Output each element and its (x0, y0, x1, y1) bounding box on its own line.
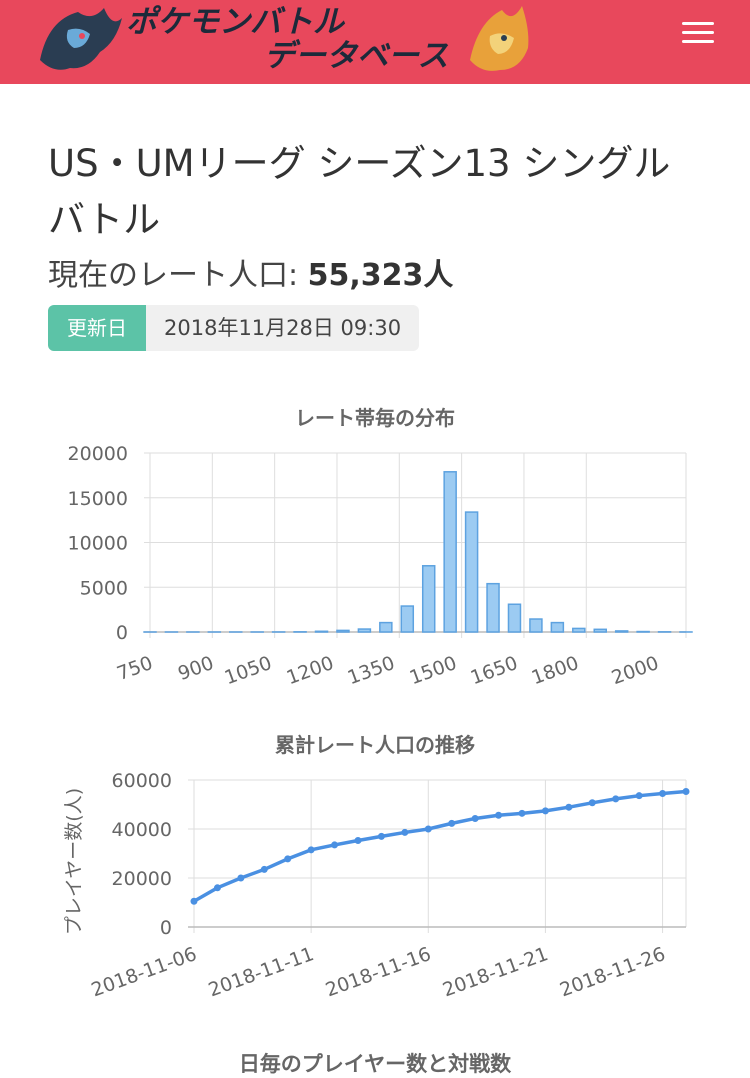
site-logo[interactable]: ポケモンバトル データベース (30, 0, 550, 84)
x-tick-label: 2018-11-16 (323, 943, 434, 1001)
data-point (331, 841, 338, 848)
chart2-title: 累計レート人口の推移 (275, 733, 475, 757)
data-point (542, 807, 549, 814)
y-tick-label: 20000 (112, 868, 172, 890)
x-tick-label: 2018-11-06 (88, 943, 199, 1001)
page-title: US・UMリーグ シーズン13 シングルバトル (48, 136, 688, 248)
bar (423, 566, 435, 632)
rate-population: 現在のレート人口: 55,323人 (48, 254, 453, 298)
data-point (612, 795, 619, 802)
bar (594, 629, 606, 632)
data-point (284, 855, 291, 862)
y-tick-label: 0 (116, 622, 128, 644)
logo-text-top: ポケモンバトル (126, 4, 346, 40)
x-tick-label: 1800 (529, 652, 582, 689)
y-tick-label: 60000 (112, 770, 172, 792)
x-tick-label: 1350 (345, 652, 398, 689)
x-tick-label: 2018-11-21 (440, 943, 551, 1001)
x-tick-label: 2018-11-11 (206, 943, 317, 1001)
bar (573, 628, 585, 632)
y-tick-label: 0 (160, 917, 172, 939)
population-value: 55,323人 (308, 258, 454, 293)
bar (444, 472, 456, 632)
data-point (191, 898, 198, 905)
daily-players-section-title: 日毎のプレイヤー数と対戦数 (0, 1048, 750, 1078)
data-point (683, 788, 690, 795)
y-tick-label: 40000 (112, 819, 172, 841)
logo-text-bottom: データベース (264, 38, 448, 74)
data-point (636, 792, 643, 799)
data-point (214, 884, 221, 891)
bar (358, 629, 370, 632)
bar (466, 512, 478, 632)
y-axis-label: プレイヤー数(人) (63, 788, 85, 935)
hamburger-menu-icon[interactable] (676, 18, 720, 48)
bar (508, 604, 520, 632)
bar (616, 631, 628, 632)
x-tick-label: 1050 (222, 652, 275, 689)
charizard-y-icon (470, 6, 528, 71)
x-tick-label: 2018-11-26 (557, 943, 668, 1001)
updated-badge: 更新日 (48, 305, 146, 351)
cumulative-population-chart: 累計レート人口の推移 プレイヤー数(人) 0 20000 40000 60000 2018… (0, 722, 750, 1022)
site-header: ポケモンバトル データベース (0, 0, 750, 84)
data-point (519, 810, 526, 817)
y-tick-label: 5000 (80, 577, 128, 599)
series-line (194, 792, 686, 902)
y-tick-label: 10000 (68, 533, 128, 555)
bar (487, 584, 499, 632)
data-point (659, 790, 666, 797)
chart1-title: レート帯毎の分布 (295, 406, 455, 430)
x-tick-label: 2000 (609, 652, 662, 689)
bar (316, 631, 328, 632)
bar (551, 623, 563, 632)
charizard-x-icon (40, 8, 122, 70)
bar (380, 623, 392, 632)
x-tick-label: 1500 (407, 652, 460, 689)
population-label: 現在のレート人口: (48, 258, 298, 293)
bar (337, 630, 349, 632)
x-tick-label: 1650 (468, 652, 521, 689)
data-point (589, 799, 596, 806)
data-point (448, 820, 455, 827)
data-point (401, 829, 408, 836)
data-point (237, 875, 244, 882)
bar (401, 606, 413, 632)
data-point (425, 826, 432, 833)
data-point (308, 846, 315, 853)
bar (530, 619, 542, 632)
updated-info: 更新日 2018年11月28日 09:30 (48, 305, 419, 351)
data-point (565, 804, 572, 811)
x-tick-label: 1200 (284, 652, 337, 689)
x-tick-label: 750 (114, 652, 156, 685)
data-point (261, 866, 268, 873)
data-point (472, 815, 479, 822)
data-point (378, 833, 385, 840)
data-point (355, 837, 362, 844)
y-tick-label: 15000 (68, 488, 128, 510)
data-point (495, 812, 502, 819)
x-tick-label: 900 (175, 652, 217, 685)
updated-date: 2018年11月28日 09:30 (146, 305, 419, 351)
y-tick-label: 20000 (68, 443, 128, 465)
